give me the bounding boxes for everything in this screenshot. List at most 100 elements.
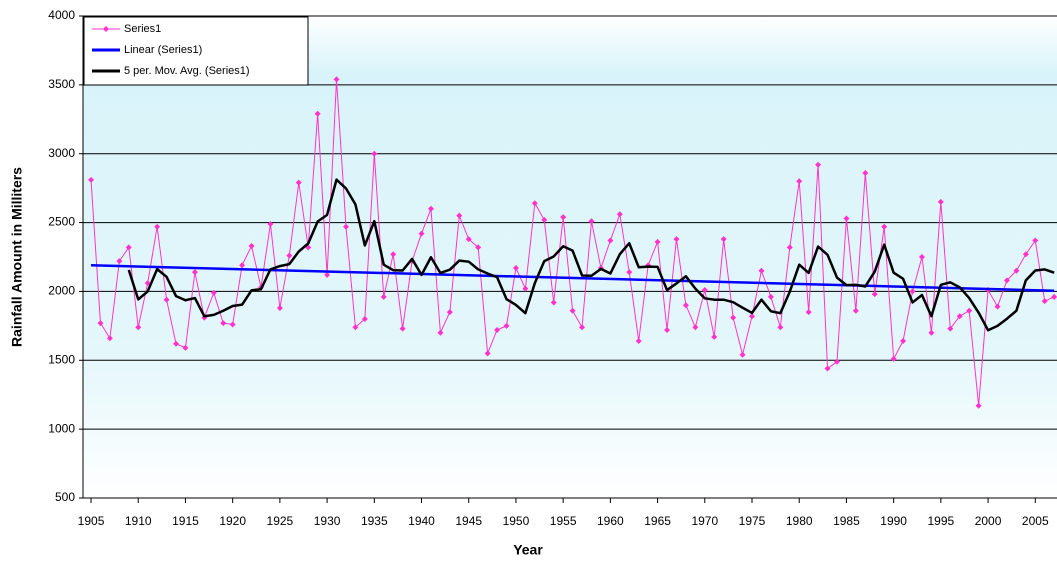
data-point xyxy=(1032,237,1039,244)
data-point xyxy=(937,198,944,205)
data-point xyxy=(975,402,982,409)
data-point xyxy=(692,324,699,331)
data-point xyxy=(135,324,142,331)
data-point xyxy=(682,302,689,309)
data-point xyxy=(427,205,434,212)
data-point xyxy=(276,304,283,311)
data-point xyxy=(88,176,95,183)
x-tick-label: 1955 xyxy=(550,514,577,528)
data-point xyxy=(97,320,104,327)
data-point xyxy=(843,215,850,222)
x-tick-label: 1945 xyxy=(455,514,482,528)
data-point xyxy=(588,218,595,225)
data-point xyxy=(106,335,113,342)
data-point xyxy=(475,244,482,251)
x-tick-label: 1975 xyxy=(739,514,766,528)
data-point xyxy=(560,214,567,221)
plot-area xyxy=(83,16,1057,498)
data-point xyxy=(267,220,274,227)
data-point xyxy=(664,326,671,333)
data-point xyxy=(531,200,538,207)
data-point xyxy=(418,230,425,237)
data-point xyxy=(1051,293,1057,300)
data-point xyxy=(248,242,255,249)
data-point xyxy=(390,251,397,258)
data-point xyxy=(626,269,633,276)
data-point xyxy=(239,262,246,269)
y-tick-label: 2000 xyxy=(48,284,75,298)
data-point xyxy=(116,258,123,265)
x-tick-label: 1935 xyxy=(361,514,388,528)
data-point xyxy=(154,223,161,230)
data-point xyxy=(720,236,727,243)
data-point xyxy=(163,296,170,303)
data-point xyxy=(494,326,501,333)
data-point xyxy=(229,321,236,328)
legend-box xyxy=(83,16,309,86)
x-tick-label: 1985 xyxy=(833,514,860,528)
data-point xyxy=(777,324,784,331)
x-tick-label: 1910 xyxy=(125,514,152,528)
x-tick-label: 1970 xyxy=(691,514,718,528)
data-point xyxy=(314,110,321,117)
data-point xyxy=(173,340,180,347)
data-point xyxy=(833,358,840,365)
data-point xyxy=(607,237,614,244)
data-point xyxy=(1022,251,1029,258)
data-point xyxy=(342,223,349,230)
data-point xyxy=(144,280,151,287)
data-point xyxy=(956,313,963,320)
data-point xyxy=(465,236,472,243)
data-point xyxy=(295,179,302,186)
x-tick-label: 1990 xyxy=(880,514,907,528)
data-point xyxy=(456,212,463,219)
x-tick-label: 1920 xyxy=(219,514,246,528)
y-axis-title: Rainfall Amount in Milliters xyxy=(9,167,25,347)
x-tick-label: 1925 xyxy=(267,514,294,528)
x-tick-label: 1995 xyxy=(928,514,955,528)
data-point xyxy=(786,244,793,251)
data-point xyxy=(852,307,859,314)
data-point xyxy=(635,338,642,345)
data-point xyxy=(550,299,557,306)
data-point xyxy=(966,307,973,314)
data-point xyxy=(437,329,444,336)
data-point xyxy=(286,252,293,259)
data-point xyxy=(484,350,491,357)
y-tick-label: 4000 xyxy=(48,8,75,22)
data-point xyxy=(191,269,198,276)
data-point xyxy=(579,324,586,331)
x-tick-label: 1960 xyxy=(597,514,624,528)
series-line xyxy=(127,178,1055,332)
data-point xyxy=(333,76,340,83)
data-point xyxy=(1013,267,1020,274)
data-point xyxy=(739,351,746,358)
data-point xyxy=(446,309,453,316)
data-point xyxy=(881,223,888,230)
data-point xyxy=(673,236,680,243)
data-point xyxy=(182,344,189,351)
legend-label: 5 per. Mov. Avg. (Series1) xyxy=(124,65,250,77)
x-axis-title: Year xyxy=(513,542,543,558)
legend-label: Linear (Series1) xyxy=(124,44,202,56)
data-point xyxy=(871,291,878,298)
data-point xyxy=(569,307,576,314)
data-point xyxy=(711,333,718,340)
y-tick-label: 3500 xyxy=(48,77,75,91)
data-point xyxy=(701,287,708,294)
data-point xyxy=(918,254,925,260)
data-point xyxy=(947,325,954,332)
data-point xyxy=(371,150,378,157)
data-point xyxy=(805,309,812,316)
data-point xyxy=(909,288,916,295)
data-point xyxy=(210,289,217,296)
data-point xyxy=(994,303,1001,310)
x-tick-label: 1940 xyxy=(408,514,435,528)
data-point xyxy=(220,320,227,327)
data-point xyxy=(928,329,935,336)
data-point xyxy=(399,325,406,332)
x-tick-label: 1930 xyxy=(314,514,341,528)
data-point xyxy=(361,315,368,322)
data-point xyxy=(541,216,548,223)
